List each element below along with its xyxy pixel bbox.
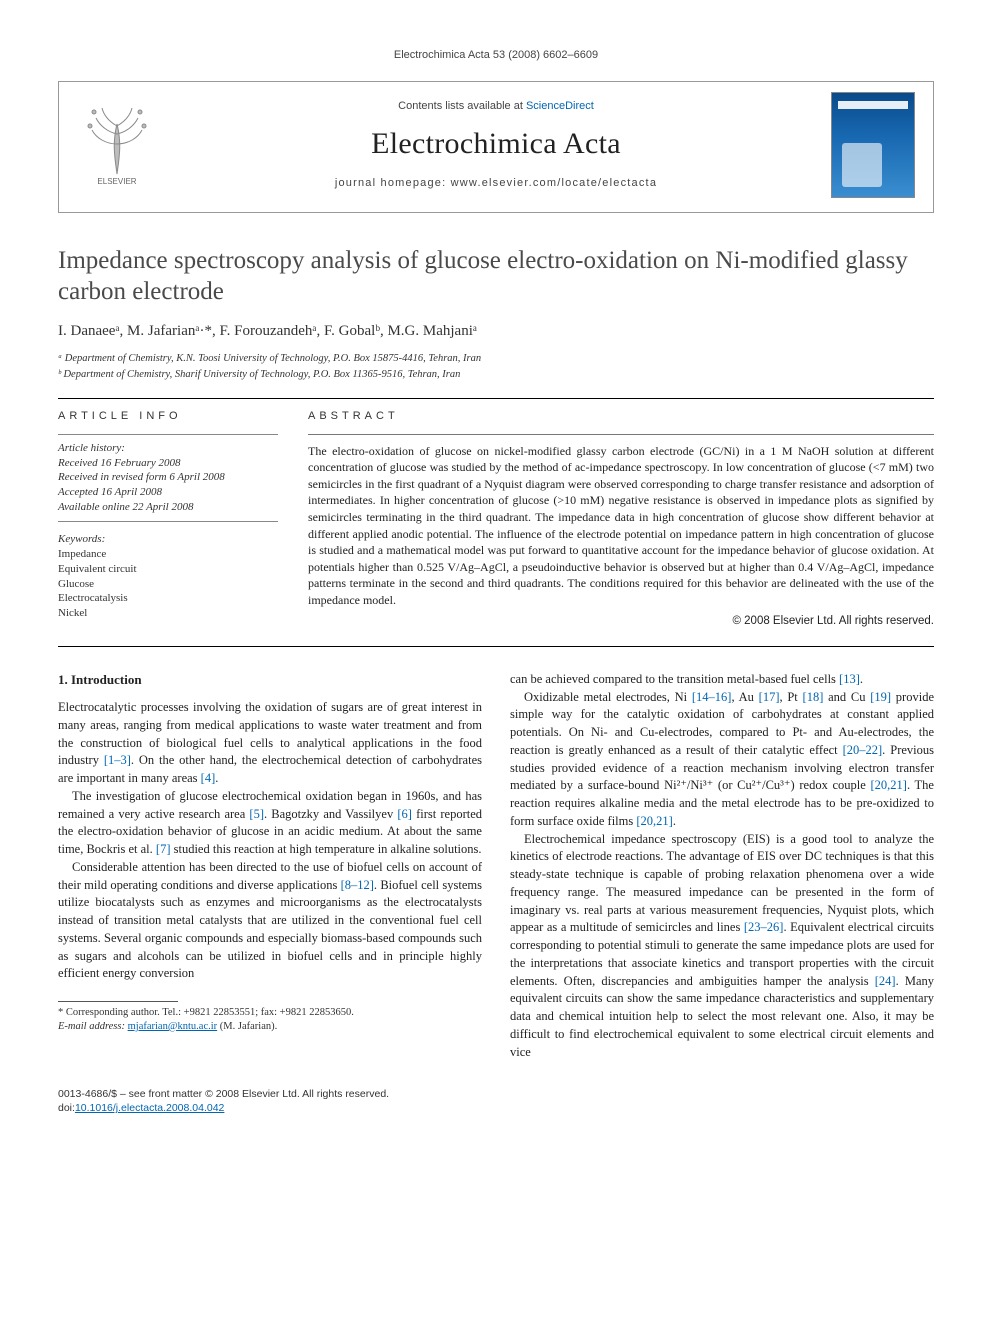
page-footer: 0013-4686/$ – see front matter © 2008 El… [58, 1087, 934, 1115]
journal-homepage-line: journal homepage: www.elsevier.com/locat… [175, 176, 817, 191]
homepage-prefix: journal homepage: [335, 177, 451, 189]
history-revised: Received in revised form 6 April 2008 [58, 470, 278, 485]
author-list: I. Danaeeᵃ, M. Jafarianᵃ·*, F. Forouzand… [58, 321, 934, 341]
abstract-top-rule [308, 434, 934, 435]
abstract-text: The electro-oxidation of glucose on nick… [308, 443, 934, 608]
abstract-copyright: © 2008 Elsevier Ltd. All rights reserved… [308, 614, 934, 630]
keyword: Electrocatalysis [58, 591, 278, 606]
journal-cover-thumb [831, 92, 919, 198]
contents-available-line: Contents lists available at ScienceDirec… [175, 99, 817, 114]
footnote-email-tail: (M. Jafarian). [217, 1021, 277, 1032]
journal-masthead: ELSEVIER Contents lists available at Sci… [58, 81, 934, 213]
body-paragraph: The investigation of glucose electrochem… [58, 788, 482, 859]
body-paragraph: Electrochemical impedance spectroscopy (… [510, 831, 934, 1062]
divider-rule [58, 646, 934, 647]
keywords-block: Keywords: Impedance Equivalent circuit G… [58, 532, 278, 621]
cover-thumbnail-icon [831, 92, 915, 198]
history-received: Received 16 February 2008 [58, 456, 278, 471]
affiliations: ᵃ Department of Chemistry, K.N. Toosi Un… [58, 352, 934, 382]
footnote-email-label: E-mail address: [58, 1021, 128, 1032]
abstract-head: ABSTRACT [308, 409, 934, 424]
sciencedirect-link[interactable]: ScienceDirect [526, 100, 594, 112]
keyword: Equivalent circuit [58, 562, 278, 577]
body-two-column: 1. Introduction Electrocatalytic process… [58, 671, 934, 1062]
doi-link[interactable]: 10.1016/j.electacta.2008.04.042 [75, 1102, 224, 1114]
keyword: Impedance [58, 547, 278, 562]
running-head: Electrochimica Acta 53 (2008) 6602–6609 [58, 48, 934, 63]
history-accepted: Accepted 16 April 2008 [58, 485, 278, 500]
keywords-label: Keywords: [58, 532, 278, 547]
affiliation-a: ᵃ Department of Chemistry, K.N. Toosi Un… [58, 352, 934, 366]
history-label: Article history: [58, 441, 278, 456]
footnote-rule [58, 1001, 178, 1002]
front-matter-line: 0013-4686/$ – see front matter © 2008 El… [58, 1087, 389, 1101]
journal-name: Electrochimica Acta [175, 124, 817, 165]
body-paragraph: can be achieved compared to the transiti… [510, 671, 934, 689]
publisher-logo: ELSEVIER [73, 101, 161, 189]
doi-label: doi: [58, 1102, 75, 1114]
affiliation-b: ᵇ Department of Chemistry, Sharif Univer… [58, 368, 934, 382]
history-online: Available online 22 April 2008 [58, 500, 278, 515]
divider-rule [58, 398, 934, 399]
footnote-corr: * Corresponding author. Tel.: +9821 2285… [58, 1006, 482, 1020]
article-title: Impedance spectroscopy analysis of gluco… [58, 245, 934, 308]
body-paragraph: Oxidizable metal electrodes, Ni [14–16],… [510, 689, 934, 831]
contents-prefix: Contents lists available at [398, 100, 526, 112]
article-info-head: ARTICLE INFO [58, 409, 278, 424]
elsevier-tree-icon: ELSEVIER [82, 104, 152, 186]
article-history: Article history: Received 16 February 20… [58, 434, 278, 522]
keyword: Nickel [58, 606, 278, 621]
corresponding-author-footnote: * Corresponding author. Tel.: +9821 2285… [58, 1006, 482, 1033]
section-heading: 1. Introduction [58, 671, 482, 689]
body-paragraph: Electrocatalytic processes involving the… [58, 699, 482, 788]
corresponding-email-link[interactable]: mjafarian@kntu.ac.ir [128, 1021, 218, 1032]
keyword: Glucose [58, 577, 278, 592]
homepage-url: www.elsevier.com/locate/electacta [451, 177, 658, 189]
body-paragraph: Considerable attention has been directed… [58, 859, 482, 983]
publisher-logo-label: ELSEVIER [97, 177, 136, 186]
